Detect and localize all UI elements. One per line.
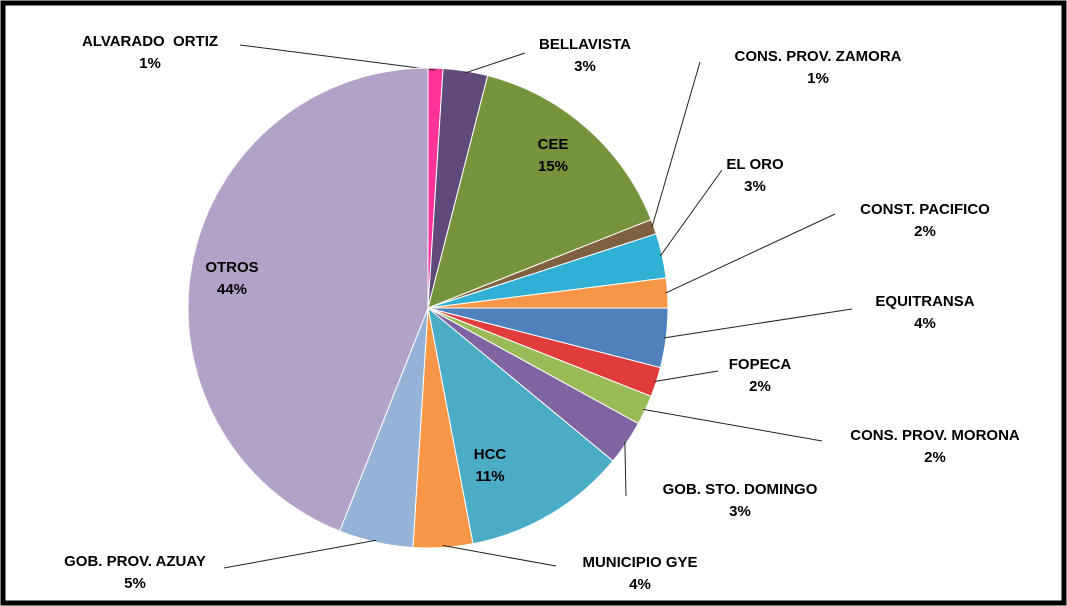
slice-value-label: 15% — [538, 158, 568, 175]
leader-line — [643, 408, 823, 442]
slice-value-label: 2% — [749, 378, 771, 395]
slice-value-label: 11% — [475, 468, 504, 485]
slice-value-label: 1% — [139, 55, 161, 72]
leader-line — [465, 52, 526, 74]
leader-line — [239, 44, 436, 71]
slice-label: FOPECA — [729, 356, 792, 373]
slice-label: GOB. PROV. AZUAY — [64, 553, 206, 570]
slice-label: BELLAVISTA — [539, 36, 631, 53]
slice-label: CEE — [538, 136, 569, 153]
slice-value-label: 2% — [924, 449, 946, 466]
slice-value-label: 4% — [629, 576, 651, 593]
leader-line — [659, 169, 723, 257]
leader-line — [651, 61, 701, 228]
leader-line — [665, 213, 836, 294]
slice-label: MUNICIPIO GYE — [582, 554, 697, 571]
slice-value-label: 2% — [914, 223, 936, 240]
slice-label: HCC — [474, 446, 507, 463]
slice-label: GOB. STO. DOMINGO — [663, 481, 818, 498]
slice-label: EQUITRANSA — [875, 293, 974, 310]
leader-line — [664, 308, 853, 339]
pie-slice — [187, 67, 429, 532]
slice-label: OTROS — [205, 259, 258, 276]
leader-line — [624, 441, 627, 497]
slice-value-label: 3% — [729, 503, 751, 520]
slice-value-label: 5% — [124, 575, 146, 592]
slice-value-label: 3% — [574, 58, 596, 75]
slice-value-label: 44% — [217, 281, 247, 298]
slice-value-label: 3% — [744, 178, 766, 195]
slice-value-label: 1% — [807, 70, 829, 87]
leader-line — [223, 539, 377, 569]
pie-slice — [427, 74, 652, 309]
pie-slice — [427, 306, 614, 545]
slice-value-label: 4% — [914, 315, 936, 332]
slice-label: CONS. PROV. MORONA — [850, 427, 1020, 444]
leader-line — [654, 370, 719, 383]
leader-line — [442, 545, 557, 567]
slice-label: CONST. PACIFICO — [860, 201, 990, 218]
slice-label: CONS. PROV. ZAMORA — [735, 48, 902, 65]
slice-label: ALVARADO ORTIZ — [82, 33, 218, 50]
slice-label: EL ORO — [726, 156, 784, 173]
